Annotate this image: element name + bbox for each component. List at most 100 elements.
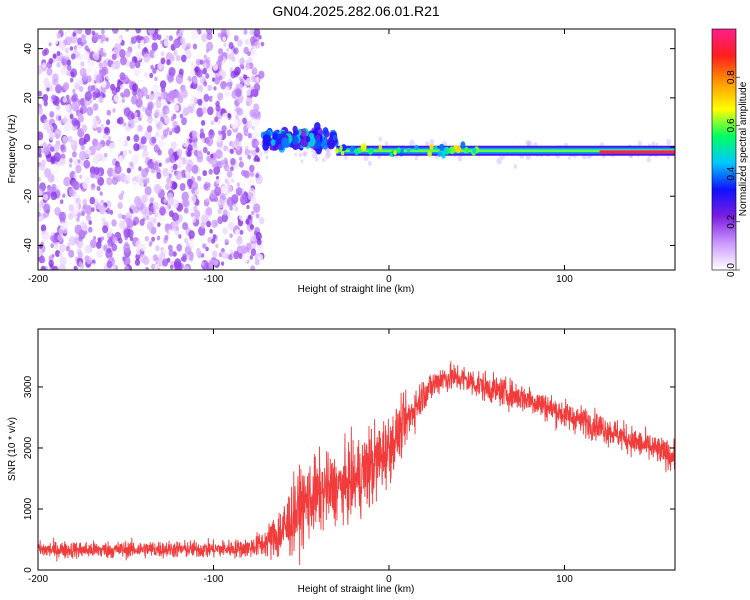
spectrogram-cell	[94, 201, 100, 210]
spectrogram-cell	[265, 155, 269, 160]
spectrogram-y-tick-label: 0	[23, 144, 34, 150]
spectrogram-cell	[187, 205, 194, 215]
spectrogram-cell	[205, 73, 209, 78]
spectrogram-cell	[239, 213, 245, 222]
spectrogram-cell	[339, 145, 343, 150]
spectrogram-cell	[314, 122, 321, 131]
spectrogram-cell	[71, 101, 79, 112]
spectrogram-cell	[239, 229, 244, 235]
spectrogram-cell	[294, 129, 299, 136]
spectrogram-cell	[406, 147, 411, 153]
spectrogram-cell	[203, 183, 209, 190]
spectrogram-cell	[117, 116, 124, 125]
spectrogram-cell	[59, 211, 67, 222]
spectrogram-cell	[231, 56, 236, 62]
spectrogram-cell	[160, 57, 166, 65]
spectrogram-cell	[260, 41, 265, 47]
spectrogram-cell	[205, 198, 209, 203]
spectrogram-cell	[100, 34, 106, 42]
colorbar-frame	[711, 28, 737, 271]
spectrogram-cell	[125, 50, 131, 58]
spectrogram-cell	[197, 150, 203, 158]
spectrogram-cell	[76, 217, 80, 223]
spectrogram-cell	[152, 254, 158, 262]
spectrogram-cell	[160, 40, 164, 45]
peak-tone-core	[599, 150, 675, 154]
spectrogram-cell	[113, 124, 117, 130]
spectrogram-cell	[159, 80, 167, 89]
spectrogram-cell	[400, 148, 404, 154]
spectrogram-cell	[164, 116, 171, 125]
spectrogram-cell	[140, 86, 148, 97]
spectrogram-cell	[228, 42, 234, 49]
spectrogram-cell	[62, 117, 67, 124]
spectrogram-cell	[179, 183, 186, 191]
spectrogram-cell	[196, 90, 202, 98]
spectrogram-cell	[102, 60, 108, 67]
spectrogram-cell	[38, 146, 42, 156]
snr-x-tick-label: -200	[28, 574, 48, 585]
spectrogram-cell	[149, 72, 154, 79]
spectrogram-cell	[59, 243, 66, 253]
spectrogram-cell	[168, 35, 173, 41]
spectrogram-cell	[89, 99, 93, 104]
spectrogram-cell	[54, 128, 62, 139]
spectrogram-cell	[144, 186, 152, 196]
spectrogram-cell	[84, 91, 93, 102]
spectrogram-cell	[252, 66, 258, 74]
spectrogram-cell	[176, 243, 183, 252]
spectrogram-cell	[123, 243, 131, 254]
spectrogram-cell	[91, 30, 96, 36]
spectrogram-cell	[148, 34, 153, 40]
spectrogram-cell	[154, 109, 160, 118]
spectrogram-cell	[140, 114, 144, 119]
spectrogram-cell	[196, 107, 204, 118]
spectrogram-cell	[151, 263, 156, 270]
spectrogram-cell	[270, 139, 276, 146]
spectrogram-cell	[226, 170, 233, 178]
spectrogram-cell	[101, 29, 105, 35]
spectrogram-cell	[175, 54, 181, 62]
spectrogram-cell	[115, 35, 123, 45]
spectrogram-cell	[63, 122, 71, 132]
spectrogram-cell	[50, 191, 58, 201]
snr-y-tick-label: 1000	[23, 497, 34, 520]
snr-y-tick-label: 3000	[23, 375, 34, 398]
spectrogram-cell	[86, 106, 94, 116]
spectrogram-cell	[144, 130, 152, 140]
spectrogram-cell	[217, 216, 224, 225]
spectrogram-cell	[75, 165, 82, 174]
spectrogram-cell	[211, 96, 217, 104]
spectrogram-cell	[104, 101, 109, 108]
spectrogram-cell	[162, 167, 170, 177]
spectrogram-cell	[248, 177, 255, 186]
spectrogram-cell	[187, 188, 192, 194]
spectrogram-cell	[360, 143, 367, 152]
spectrogram-cell	[207, 106, 214, 116]
spectrogram-cell	[69, 113, 74, 120]
spectrogram-cell	[182, 139, 189, 148]
spectrogram-cell	[322, 127, 329, 135]
spectrogram-cell	[59, 256, 67, 267]
spectrogram-cell	[144, 235, 149, 242]
spectrogram-cell	[256, 238, 262, 246]
spectrogram-cell	[230, 119, 239, 130]
spectrogram-cell	[235, 88, 242, 97]
spectrogram-cell	[209, 229, 213, 234]
spectrogram-cell	[305, 136, 311, 143]
spectrogram-cell	[88, 226, 93, 233]
spectrogram-cell	[233, 250, 240, 260]
spectrogram-cell	[121, 98, 125, 103]
spectrogram-cell	[655, 142, 659, 146]
spectrogram-cell	[134, 117, 139, 123]
spectrogram-cell	[50, 235, 55, 242]
spectrogram-cell	[58, 116, 62, 121]
spectrogram-cell	[71, 95, 77, 103]
spectrogram-cell	[245, 77, 252, 86]
spectrogram-cell	[166, 59, 171, 66]
spectrogram-cell	[133, 134, 140, 143]
spectrogram-cell	[235, 114, 239, 120]
spectrogram-cell	[129, 60, 136, 69]
spectrogram-cell	[71, 53, 76, 60]
spectrogram-cell	[223, 157, 228, 164]
